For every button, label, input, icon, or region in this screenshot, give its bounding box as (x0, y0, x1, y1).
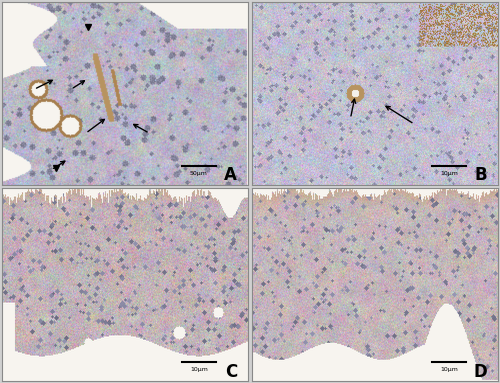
Text: 10μm: 10μm (440, 171, 458, 176)
Text: B: B (474, 166, 487, 184)
Text: 50μm: 50μm (190, 171, 208, 176)
Text: 10μm: 10μm (440, 367, 458, 372)
Text: C: C (224, 363, 237, 381)
Text: D: D (474, 363, 488, 381)
Text: 10μm: 10μm (190, 367, 208, 372)
Text: A: A (224, 166, 237, 184)
